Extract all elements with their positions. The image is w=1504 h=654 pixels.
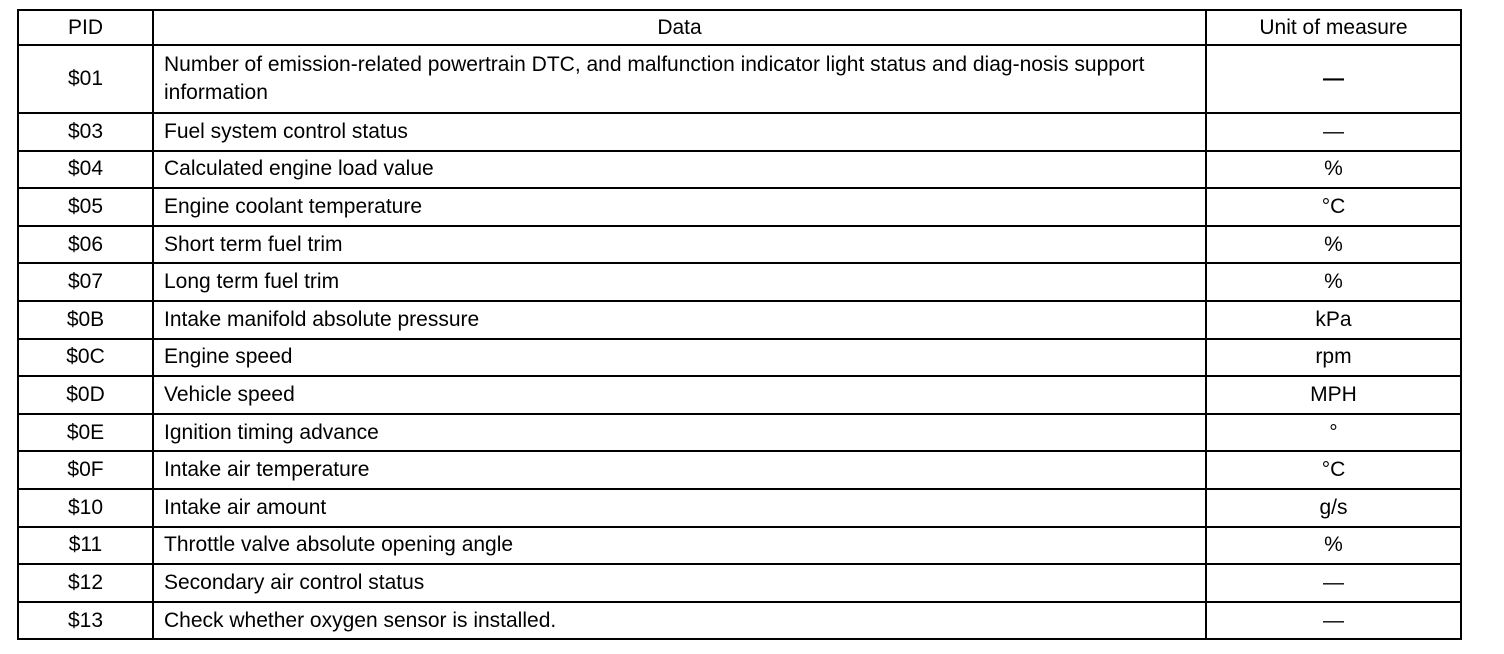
unit-cell: % (1205, 525, 1462, 566)
header-unit: Unit of measure (1205, 9, 1462, 46)
pid-table: PID Data Unit of measure $01 Number of em… (17, 9, 1462, 641)
pid-cell: $01 (17, 44, 154, 114)
pid-cell: $06 (17, 224, 154, 265)
table-row: $13 Check whether oxygen sensor is instal… (17, 600, 1462, 641)
unit-cell: — (1205, 44, 1462, 114)
pid-cell: $04 (17, 149, 154, 190)
pid-cell: $0F (17, 450, 154, 490)
unit-cell: — (1205, 112, 1462, 152)
table-row: $04 Calculated engine load value% (17, 149, 1462, 190)
pid-cell: $05 (17, 187, 154, 227)
table-row: $12 Secondary air control status — (17, 563, 1462, 603)
unit-cell: °C (1205, 187, 1462, 227)
unit-cell: kPa (1205, 299, 1462, 340)
pid-cell: $12 (17, 563, 154, 603)
data-cell: Short term fuel trim (152, 224, 1207, 265)
table-row: $0F Intake air temperature °C (17, 450, 1462, 490)
data-cell: Throttle valve absolute opening angle (152, 525, 1207, 566)
pid-cell: $0C (17, 337, 154, 378)
data-cell: Engine coolant temperature (152, 187, 1207, 227)
pid-cell: $03 (17, 112, 154, 152)
unit-cell: MPH (1205, 375, 1462, 415)
table-row: $01 Number of emission-related powertrain… (17, 44, 1462, 114)
unit-cell: — (1205, 600, 1462, 641)
table-row: $0E Ignition timing advance ° (17, 412, 1462, 453)
table-row: $0C Engine speed rpm (17, 337, 1462, 378)
pid-cell: $11 (17, 525, 154, 566)
table-row: $0B Intake manifold absolute pressure kPa (17, 299, 1462, 340)
pid-cell: $0E (17, 412, 154, 453)
data-cell: Check whether oxygen sensor is installed… (152, 600, 1207, 641)
data-cell: Fuel system control status (152, 112, 1207, 152)
header-pid: PID (17, 9, 154, 46)
pid-cell: $13 (17, 600, 154, 641)
data-cell: Secondary air control status (152, 563, 1207, 603)
pid-cell: $0D (17, 375, 154, 415)
unit-cell: rpm (1205, 337, 1462, 378)
data-cell: Intake air amount (152, 487, 1207, 528)
pid-cell: $07 (17, 262, 154, 302)
data-cell: Vehicle speed (152, 375, 1207, 415)
table-row: $06 Short term fuel trim% (17, 224, 1462, 265)
unit-cell: % (1205, 224, 1462, 265)
pid-cell: $0B (17, 299, 154, 340)
unit-cell: g/s (1205, 487, 1462, 528)
data-cell: Intake air temperature (152, 450, 1207, 490)
data-cell: Number of emission-related powertrain DT… (152, 44, 1207, 114)
header-data: Data (152, 9, 1207, 46)
table-row: $10 Intake air amount g/s (17, 487, 1462, 528)
unit-cell: ° (1205, 412, 1462, 453)
table-row: $07 Long term fuel trim% (17, 262, 1462, 302)
unit-cell: — (1205, 563, 1462, 603)
header-row: PID Data Unit of measure (17, 9, 1462, 46)
data-cell: Engine speed (152, 337, 1207, 378)
unit-cell: % (1205, 262, 1462, 302)
pid-cell: $10 (17, 487, 154, 528)
table-row: $03 Fuel system control status — (17, 112, 1462, 152)
data-cell: Long term fuel trim (152, 262, 1207, 302)
data-cell: Intake manifold absolute pressure (152, 299, 1207, 340)
table-row: $05 Engine coolant temperature °C (17, 187, 1462, 227)
unit-cell: °C (1205, 450, 1462, 490)
data-cell: Ignition timing advance (152, 412, 1207, 453)
table-row: $0D Vehicle speed MPH (17, 375, 1462, 415)
data-cell: Calculated engine load value (152, 149, 1207, 190)
table-row: $11 Throttle valve absolute opening angle… (17, 525, 1462, 566)
unit-cell: % (1205, 149, 1462, 190)
